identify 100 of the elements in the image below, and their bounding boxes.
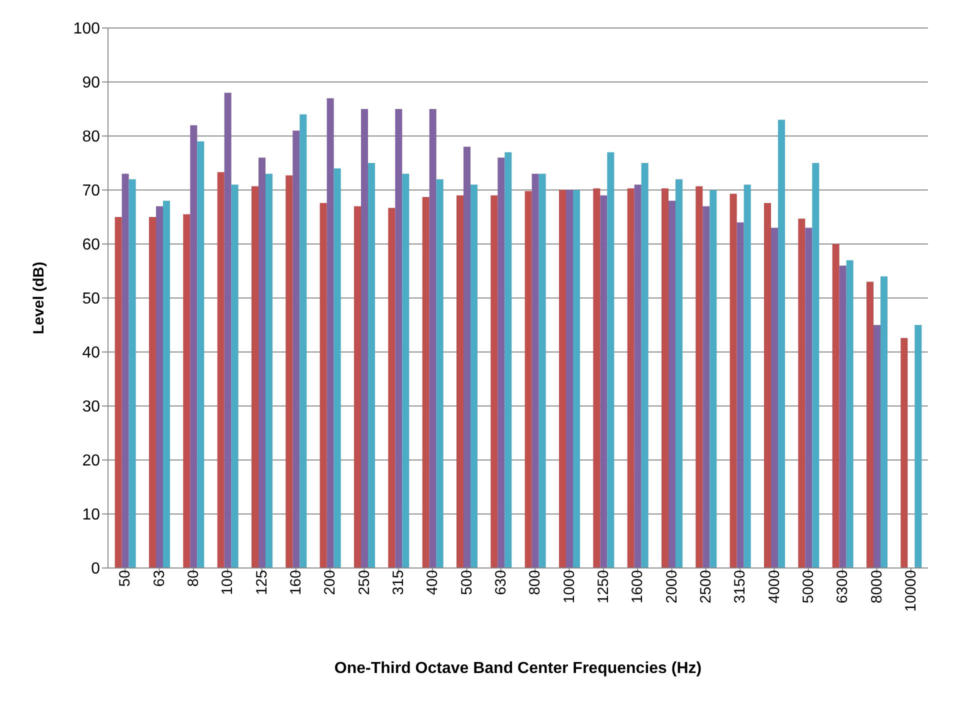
bar	[524, 191, 532, 568]
y-tick-label: 80	[82, 128, 100, 146]
bar	[300, 114, 307, 568]
bar	[436, 179, 444, 568]
y-tick-label: 30	[82, 398, 100, 416]
bar	[900, 338, 908, 568]
x-tick-label: 8000	[868, 570, 886, 604]
bar	[122, 174, 129, 568]
bar	[490, 195, 498, 568]
y-tick-label: 40	[82, 344, 100, 362]
bar	[607, 152, 614, 568]
bar	[744, 184, 751, 568]
x-tick-label: 1250	[595, 570, 612, 604]
bar	[641, 163, 648, 568]
bar	[286, 175, 293, 568]
bar	[183, 214, 190, 568]
bar	[361, 109, 368, 568]
bar	[258, 158, 266, 568]
bar	[156, 206, 163, 568]
bar	[668, 200, 676, 568]
bar	[163, 200, 170, 568]
x-tick-label: 50	[116, 570, 134, 587]
bar	[846, 260, 854, 568]
bar	[464, 146, 470, 568]
x-tick-label: 125	[253, 570, 270, 596]
bar	[395, 109, 402, 568]
y-axis-title: Level (dB)	[30, 262, 48, 334]
bar	[812, 163, 820, 568]
x-tick-label: 500	[458, 570, 476, 596]
bar	[504, 152, 512, 568]
bar	[456, 195, 464, 568]
bar	[778, 120, 785, 568]
bar	[710, 190, 717, 568]
y-tick-label: 100	[73, 20, 100, 38]
y-tick-label: 90	[82, 74, 100, 92]
x-tick-label: 250	[356, 570, 373, 596]
bar	[326, 98, 334, 568]
bar	[874, 325, 880, 568]
bar	[627, 188, 634, 568]
bar	[429, 109, 436, 568]
bar	[217, 172, 224, 568]
bar	[114, 217, 122, 568]
bar	[470, 184, 478, 568]
bar	[197, 141, 204, 568]
x-tick-label: 5000	[800, 570, 818, 604]
bar	[334, 168, 341, 568]
x-tick-label: 3150	[732, 570, 749, 604]
x-tick-label: 2500	[698, 570, 715, 604]
bar	[320, 202, 327, 568]
bar	[231, 184, 238, 568]
bar	[662, 188, 668, 568]
bar	[266, 174, 272, 568]
bar	[402, 174, 410, 568]
y-tick-label: 0	[91, 560, 100, 578]
x-tick-label: 10000	[902, 570, 920, 612]
x-tick-label: 2000	[663, 570, 680, 604]
y-tick-label: 10	[82, 506, 100, 524]
bar	[573, 190, 580, 568]
x-tick-label: 6300	[834, 570, 852, 604]
bar	[388, 208, 396, 568]
y-tick-label: 60	[82, 236, 100, 254]
bar	[764, 202, 771, 568]
bar	[149, 217, 156, 568]
x-tick-label: 80	[185, 570, 202, 587]
x-tick-label: 1000	[560, 570, 578, 604]
x-tick-label: 100	[219, 570, 236, 596]
bar	[866, 282, 874, 568]
bar	[736, 222, 744, 568]
x-tick-label: 800	[526, 570, 544, 596]
bar	[354, 206, 361, 568]
x-tick-label: 63	[150, 570, 168, 587]
x-tick-label: 160	[288, 570, 305, 596]
bar	[880, 276, 888, 568]
bar	[730, 194, 737, 568]
bar	[593, 188, 600, 568]
bar	[634, 184, 642, 568]
bar	[832, 244, 840, 568]
x-tick-label: 315	[390, 570, 408, 596]
bar	[696, 186, 703, 568]
bar	[805, 228, 812, 568]
bar	[498, 158, 505, 568]
bar	[292, 130, 300, 568]
bar	[422, 197, 430, 568]
bar	[702, 206, 710, 568]
bar	[914, 325, 922, 568]
bar	[128, 179, 136, 568]
y-tick-label: 20	[82, 452, 100, 470]
bar	[600, 195, 608, 568]
y-tick-label: 70	[82, 182, 100, 200]
bar	[676, 179, 682, 568]
bar	[771, 228, 778, 568]
x-tick-label: 400	[424, 570, 442, 596]
bar	[538, 174, 546, 568]
bar	[190, 125, 198, 568]
bar	[252, 186, 258, 568]
x-tick-label: 630	[492, 570, 510, 596]
x-tick-label: 4000	[766, 570, 783, 604]
bar	[798, 218, 806, 568]
bar	[839, 266, 846, 568]
x-axis-title: One-Third Octave Band Center Frequencies (Hz)	[334, 660, 702, 677]
